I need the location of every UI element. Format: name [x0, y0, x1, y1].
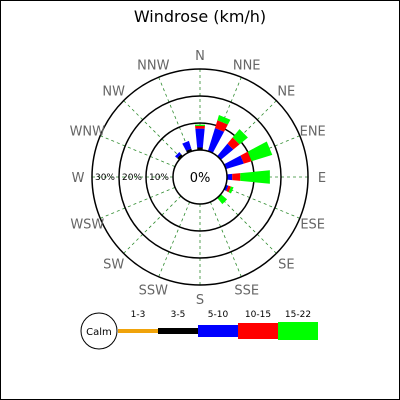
bar-ese-15-22 [228, 186, 234, 194]
ring-labels: 10% 20% 30% [95, 173, 169, 183]
ring-2 [118, 95, 282, 259]
direction-label-se: SE [278, 257, 294, 272]
spoke-wnw [100, 135, 176, 168]
direction-label-sse: SSE [234, 284, 259, 299]
bar-se-15-22 [217, 194, 228, 205]
direction-label-n: N [195, 49, 205, 64]
bar-ne-10-15 [227, 137, 240, 150]
legend-label-15-22: 15-22 [285, 310, 311, 320]
bar-e-15-22 [240, 170, 270, 184]
spoke-se [218, 195, 277, 254]
bar-ene-5-10 [223, 155, 244, 170]
bar-ne-15-22 [232, 129, 248, 145]
bar-ene-15-22 [247, 141, 273, 162]
bar-nnw-5-10 [182, 140, 192, 151]
spoke-nw [123, 100, 182, 159]
direction-label-w: W [72, 171, 85, 186]
bar-nw-3-5 [177, 154, 183, 160]
bar-n-10-15 [195, 125, 205, 129]
ring-3 [91, 68, 309, 286]
spoke-sw [123, 195, 182, 254]
direction-label-s: S [196, 293, 204, 308]
direction-label-ne: NE [277, 85, 295, 100]
direction-label-nnw: NNW [137, 58, 169, 73]
ring-label-1: 10% [149, 173, 169, 183]
legend-calm-label: Calm [86, 327, 112, 338]
spoke-wsw [100, 186, 176, 219]
bar-nne-10-15 [215, 120, 228, 132]
calm-percent: 0% [190, 171, 211, 186]
direction-labels: N NNE NE ENE E ESE SE SSE S SSW SW WSW W WNW NW NNW [70, 49, 327, 308]
legend-label-5-10: 5-10 [208, 310, 229, 320]
legend-swatch-3-5 [158, 328, 198, 334]
legend-swatch-10-15 [238, 323, 278, 339]
spoke-ese [224, 186, 300, 219]
wind-bars [175, 115, 273, 205]
bar-e-10-15 [232, 173, 241, 181]
direction-label-nw: NW [102, 85, 125, 100]
legend-swatch-15-22 [278, 322, 318, 340]
chart-title: Windrose (km/h) [134, 7, 266, 26]
spoke-nnw [158, 77, 191, 153]
direction-label-ssw: SSW [139, 284, 169, 299]
calm-circle [172, 149, 228, 205]
bar-nnw-3-5 [186, 148, 193, 154]
direction-label-sw: SW [103, 257, 124, 272]
legend-label-10-15: 10-15 [245, 310, 271, 320]
ring-label-3: 30% [95, 173, 115, 183]
bar-ese-10-15 [226, 185, 231, 193]
spoke-sse [209, 201, 242, 277]
bar-n-15-22 [194, 124, 206, 126]
legend-swatch-5-10 [198, 325, 238, 337]
legend-label-1-3: 1-3 [131, 310, 146, 320]
direction-label-ese: ESE [300, 218, 325, 233]
bar-nne-15-22 [217, 115, 231, 125]
legend: Calm 1-3 3-5 5-10 10-15 15-22 [80, 310, 318, 350]
legend-swatch-1-3 [118, 329, 158, 333]
bar-ese-5-10 [223, 184, 229, 191]
legend-label-3-5: 3-5 [171, 310, 186, 320]
bar-n-5-10 [195, 128, 205, 148]
direction-label-wsw: WSW [70, 218, 104, 233]
ring-label-2: 20% [122, 173, 142, 183]
direction-label-e: E [318, 171, 326, 186]
bar-nne-5-10 [207, 127, 225, 154]
bar-e-5-10 [226, 173, 233, 181]
bar-nw-5-10 [175, 152, 182, 159]
legend-calm-circle [80, 312, 118, 350]
direction-label-nne: NNE [233, 58, 261, 73]
bar-ne-5-10 [217, 143, 234, 160]
direction-label-ene: ENE [300, 124, 326, 139]
direction-label-wnw: WNW [70, 124, 106, 139]
spoke-ssw [158, 201, 191, 277]
bar-ene-10-15 [240, 151, 252, 164]
